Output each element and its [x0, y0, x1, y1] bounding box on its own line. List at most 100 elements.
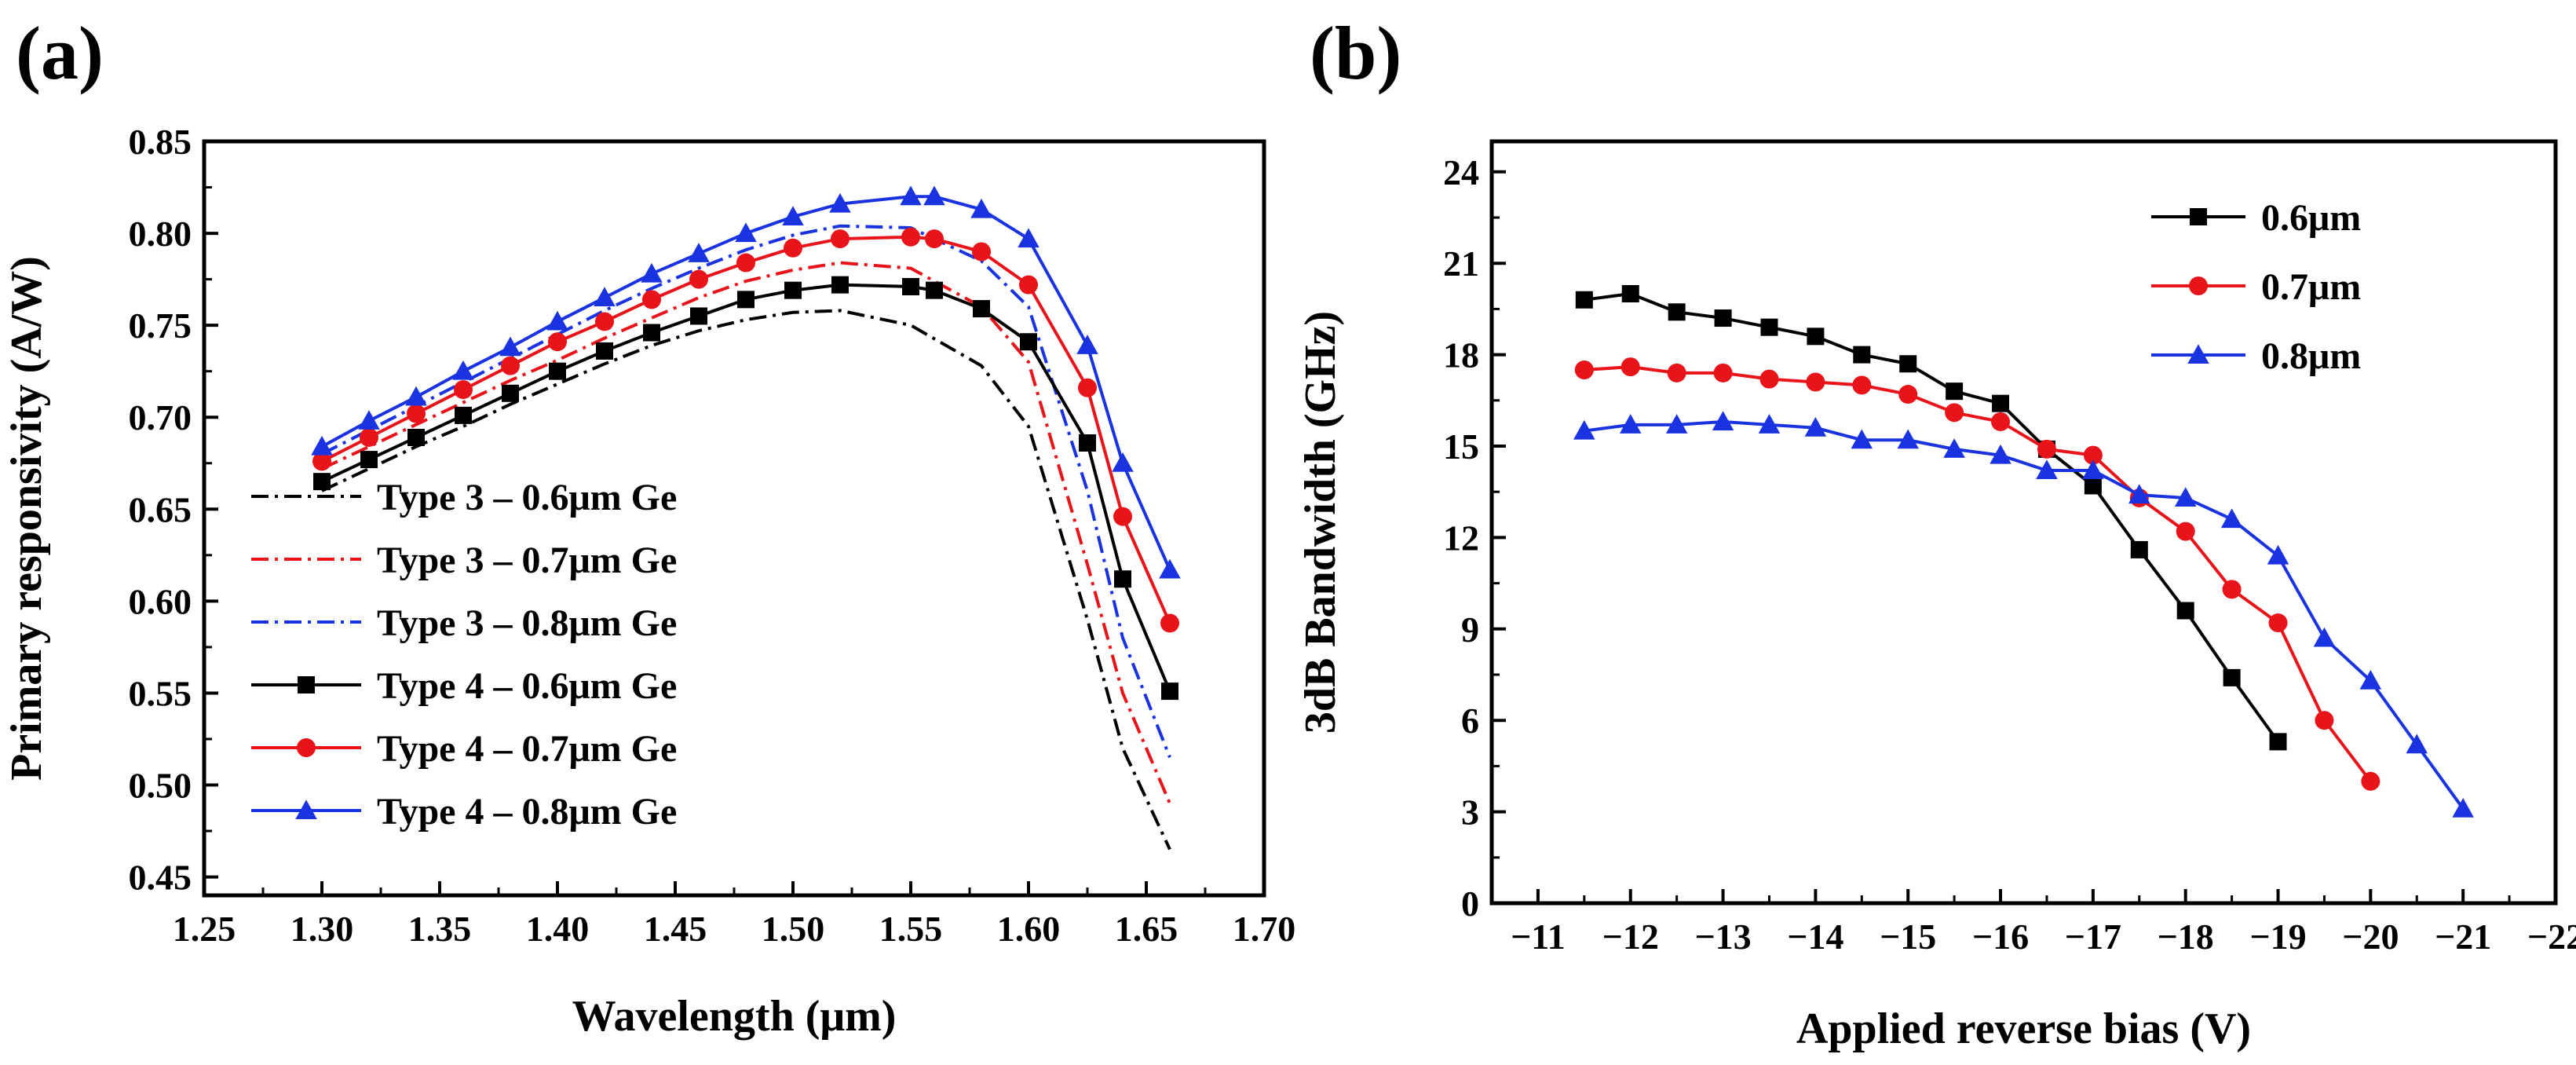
a-data-point	[1019, 275, 1038, 295]
b-y-tick-label: 9	[1461, 609, 1479, 650]
panel-b-tick-marks	[1492, 170, 2557, 905]
panel-b-plot-frame	[1489, 139, 2558, 906]
b-data-point	[1714, 309, 1732, 328]
b-series-1	[1574, 357, 2381, 791]
panel-a-series-group	[311, 185, 1181, 851]
b-data-point	[2036, 459, 2058, 480]
a-data-point	[970, 198, 992, 218]
a-y-tick-label: 0.60	[129, 581, 192, 621]
a-data-point	[546, 310, 568, 331]
b-data-point	[2084, 477, 2102, 495]
a-legend-marker	[297, 738, 316, 757]
a-series-0	[321, 309, 1171, 851]
b-y-tick-label: 21	[1443, 243, 1479, 284]
b-x-tick-label: −14	[1787, 917, 1843, 957]
b-data-point	[2268, 613, 2288, 633]
a-data-point	[455, 406, 472, 424]
a-data-point	[549, 362, 566, 380]
a-data-point	[784, 238, 802, 258]
a-data-point	[452, 360, 474, 380]
panel-a-tick-marks	[203, 140, 1266, 895]
panel-b-series-group	[1573, 285, 2474, 818]
b-y-tick-label: 0	[1461, 884, 1479, 924]
b-data-point	[1853, 346, 1871, 364]
b-data-point	[2406, 734, 2428, 754]
b-y-tick-label: 15	[1443, 426, 1479, 467]
a-series-line	[321, 261, 1171, 804]
b-data-point	[1807, 328, 1825, 346]
a-data-point	[900, 185, 922, 206]
a-series-1	[321, 261, 1171, 804]
a-data-point	[501, 356, 520, 375]
a-data-point	[499, 336, 521, 357]
b-x-tick-label: −11	[1511, 917, 1566, 957]
b-data-point	[1668, 303, 1686, 321]
a-data-point	[736, 253, 755, 273]
b-x-tick-label: −20	[2342, 917, 2399, 957]
b-data-point	[1991, 412, 2011, 431]
b-data-point	[1574, 360, 1594, 379]
a-series-3	[313, 276, 1178, 701]
a-x-tick-label: 1.70	[1233, 909, 1296, 949]
a-legend-label: Type 4 – 0.6μm Ge	[377, 665, 677, 707]
b-x-tick-label: −15	[1880, 917, 1936, 957]
a-x-tick-label: 1.35	[408, 909, 472, 949]
b-data-point	[1992, 394, 2010, 412]
b-data-point	[1897, 429, 1919, 449]
a-series-5	[311, 185, 1181, 579]
a-data-point	[1018, 228, 1040, 248]
b-data-point	[2315, 711, 2334, 730]
b-data-point	[1852, 375, 1872, 395]
a-series-2	[321, 224, 1171, 759]
a-data-point	[831, 276, 849, 294]
b-y-tick-label: 6	[1461, 701, 1479, 741]
b-x-tick-label: −22	[2527, 917, 2576, 957]
b-data-point	[2223, 668, 2241, 686]
b-data-point	[1621, 357, 1640, 377]
a-data-point	[595, 312, 614, 331]
a-y-tick-label: 0.45	[129, 858, 192, 898]
a-data-point	[690, 307, 707, 325]
b-legend-marker	[2187, 344, 2209, 364]
b-data-point	[1851, 429, 1873, 449]
a-data-point	[902, 277, 919, 295]
b-x-tick-label: −18	[2158, 917, 2214, 957]
a-legend-marker	[295, 800, 317, 819]
a-data-point	[358, 410, 380, 430]
panel-a-responsivity-chart: (a) 1.25 1.30 1.35 1.40 1.45 1.50 1.55 1.60 1.65…	[2, 11, 1295, 1041]
b-data-point	[2174, 487, 2197, 507]
b-series-line	[1584, 419, 2465, 810]
b-data-point	[1898, 385, 1918, 404]
a-data-point	[784, 281, 802, 299]
panel-a-plot-frame	[202, 139, 1266, 898]
b-series-line	[1584, 292, 2280, 743]
a-x-tick-label: 1.60	[997, 909, 1061, 949]
b-data-point	[1573, 419, 1595, 440]
a-data-point	[1079, 434, 1096, 452]
a-data-point	[901, 227, 920, 247]
b-data-point	[2083, 445, 2103, 465]
a-y-tick-label: 0.65	[129, 489, 192, 529]
a-x-tick-label: 1.25	[173, 909, 236, 949]
a-data-point	[454, 380, 473, 400]
a-legend-label: Type 3 – 0.7μm Ge	[377, 540, 677, 581]
panel-a-legend: Type 3 – 0.6μm Ge Type 3 – 0.7μm Ge Type 3…	[251, 477, 677, 833]
a-data-point	[360, 427, 378, 447]
b-data-point	[2220, 508, 2243, 529]
a-x-tick-label: 1.50	[762, 909, 825, 949]
a-series-line	[321, 224, 1171, 759]
panel-b-x-axis-label: Applied reverse bias (V)	[1796, 1005, 2251, 1053]
b-data-point	[2269, 733, 2287, 751]
a-data-point	[1160, 613, 1179, 633]
a-x-tick-label: 1.40	[526, 909, 590, 949]
a-data-point	[1159, 558, 1181, 579]
b-legend-marker	[2190, 208, 2207, 225]
b-x-tick-label: −16	[1972, 917, 2029, 957]
panel-b-y-axis-label: 3dB Bandwidth (GHz)	[1296, 311, 1345, 734]
a-data-point	[829, 192, 851, 213]
a-data-point	[643, 324, 660, 342]
b-x-tick-label: −17	[2065, 917, 2121, 957]
a-data-point	[689, 269, 708, 289]
a-data-point	[923, 185, 945, 206]
a-legend-label: Type 3 – 0.8μm Ge	[377, 602, 677, 644]
